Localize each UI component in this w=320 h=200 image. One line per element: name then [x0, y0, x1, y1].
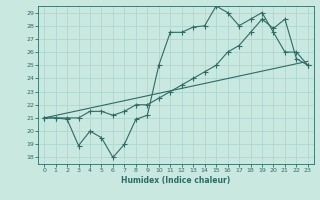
X-axis label: Humidex (Indice chaleur): Humidex (Indice chaleur) [121, 176, 231, 185]
